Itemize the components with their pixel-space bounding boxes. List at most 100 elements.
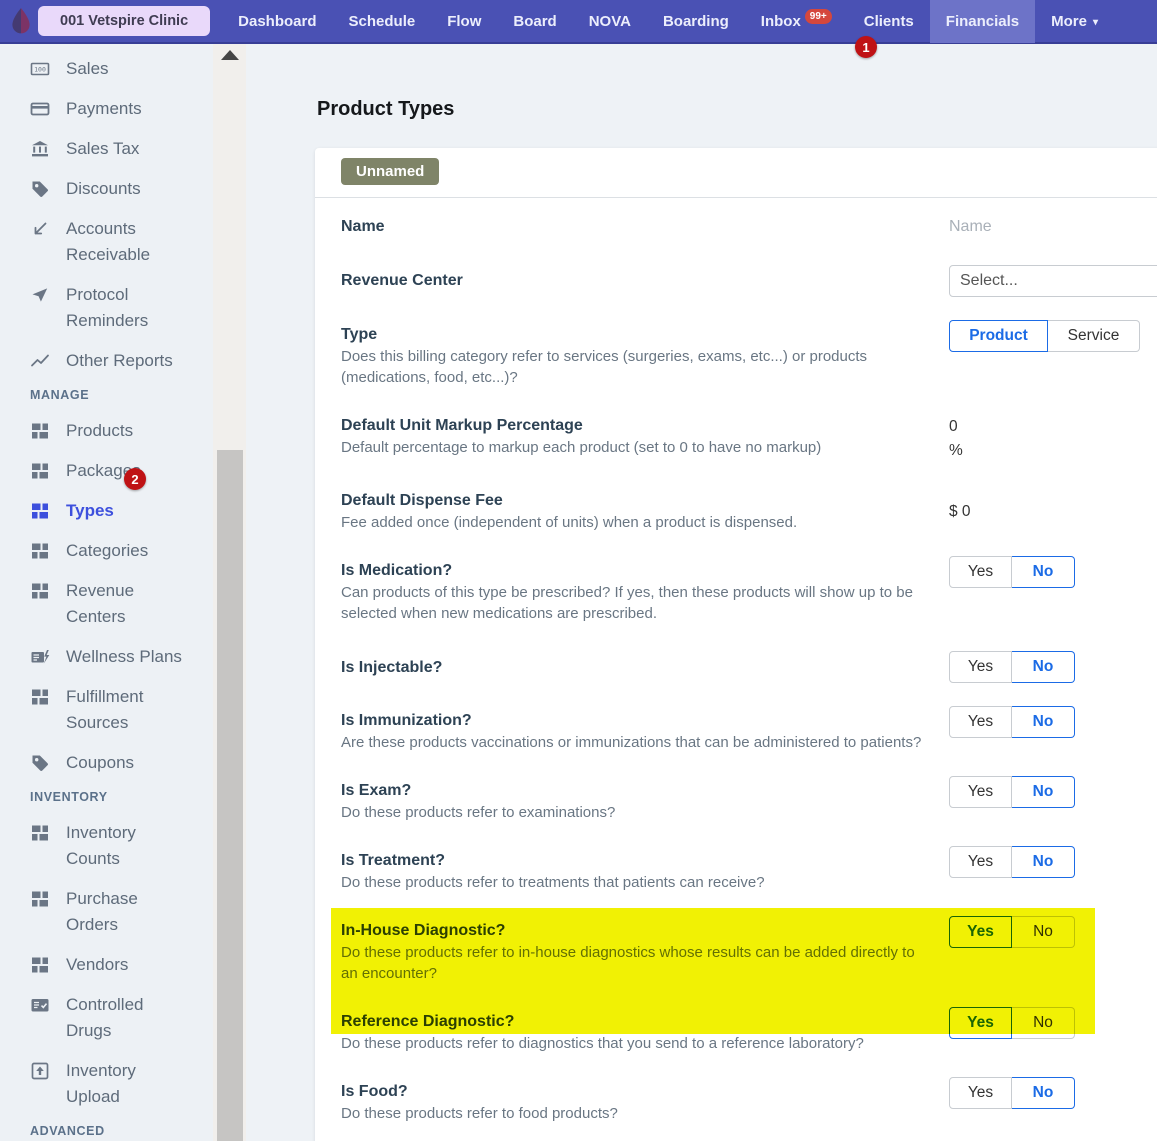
no-button[interactable]: No <box>1012 706 1075 738</box>
is-food-toggle: Yes No <box>949 1077 1157 1109</box>
nav-board[interactable]: Board <box>513 12 557 30</box>
nav-clients[interactable]: Clients <box>863 12 914 30</box>
no-button[interactable]: No <box>1012 556 1075 588</box>
no-button[interactable]: No <box>1012 1007 1075 1039</box>
yes-button[interactable]: Yes <box>949 846 1012 878</box>
sidebar-item-fulfillment-sources[interactable]: Fulfillment Sources <box>30 684 213 736</box>
bank-icon <box>30 139 50 159</box>
yes-button[interactable]: Yes <box>949 1077 1012 1109</box>
no-button[interactable]: No <box>1012 651 1075 683</box>
no-button[interactable]: No <box>1012 846 1075 878</box>
sidebar-item-controlled-drugs[interactable]: Controlled Drugs <box>30 992 213 1044</box>
sidebar-item-types[interactable]: Types <box>30 498 213 524</box>
chevron-down-icon: ▾ <box>1092 16 1099 28</box>
scrollbar-thumb[interactable] <box>217 450 243 1141</box>
nav-flow[interactable]: Flow <box>447 12 482 30</box>
dispense-fee-value[interactable]: $ 0 <box>949 503 971 520</box>
nav-schedule[interactable]: Schedule <box>348 12 416 30</box>
trend-icon <box>30 351 50 371</box>
yes-button[interactable]: Yes <box>949 776 1012 808</box>
yes-button[interactable]: Yes <box>949 651 1012 683</box>
sidebar-item-inventory-counts[interactable]: Inventory Counts <box>30 820 213 872</box>
nav-dashboard[interactable]: Dashboard <box>238 12 317 30</box>
grid-icon <box>30 955 50 975</box>
percent-suffix: % <box>949 442 963 459</box>
sidebar-item-payments[interactable]: Payments <box>30 96 213 122</box>
is-treatment-toggle: Yes No <box>949 846 1157 878</box>
markup-value[interactable]: 0 <box>949 418 958 435</box>
reference-diagnostic-toggle: Yes No <box>949 1007 1157 1039</box>
sidebar-item-coupons[interactable]: Coupons <box>30 750 213 776</box>
sidebar-item-accounts-receivable[interactable]: Accounts Receivable <box>30 216 213 268</box>
nav-nova[interactable]: NOVA <box>588 12 631 30</box>
sidebar-item-inventory-upload[interactable]: Inventory Upload <box>30 1058 213 1110</box>
sidebar-item-sales-tax[interactable]: Sales Tax <box>30 136 213 162</box>
is-injectable-toggle: Yes No <box>949 651 1157 683</box>
in-house-diagnostic-toggle: Yes No <box>949 916 1157 948</box>
grid-icon <box>30 421 50 441</box>
form-row-is-immunization: Is Immunization? Are these products vacc… <box>341 706 1157 753</box>
sidebar-item-protocol-reminders[interactable]: Protocol Reminders <box>30 282 213 334</box>
annotation-step-1: 1 <box>855 36 877 58</box>
send-icon <box>30 285 50 305</box>
service-option-button[interactable]: Service <box>1048 320 1140 352</box>
card-header: Unnamed <box>315 148 1157 198</box>
clinic-selector[interactable]: 001 Vetspire Clinic <box>38 6 211 36</box>
form-row-is-food: Is Food? Do these products refer to food… <box>341 1077 1157 1124</box>
yes-button[interactable]: Yes <box>949 916 1012 948</box>
sidebar-item-categories[interactable]: Categories <box>30 538 213 564</box>
nav-financials[interactable]: Financials <box>929 0 1036 43</box>
sidebar-item-wellness-plans[interactable]: Wellness Plans <box>30 644 213 670</box>
form-row-reference-diagnostic: Reference Diagnostic? Do these products … <box>341 1007 1157 1054</box>
grid-icon <box>30 501 50 521</box>
nav-more[interactable]: More ▾ <box>1051 12 1099 30</box>
sidebar-item-products[interactable]: Products <box>30 418 213 444</box>
sidebar-item-sales[interactable]: Sales <box>30 56 213 82</box>
sidebar-item-revenue-centers[interactable]: Revenue Centers <box>30 578 213 630</box>
tag-icon <box>30 753 50 773</box>
wellness-card-icon <box>30 647 50 667</box>
sidebar-item-packages[interactable]: Packages <box>30 458 213 484</box>
yes-button[interactable]: Yes <box>949 1007 1012 1039</box>
grid-icon <box>30 541 50 561</box>
sidebar-section-manage: MANAGE <box>30 388 90 402</box>
form-row-is-exam: Is Exam? Do these products refer to exam… <box>341 776 1157 823</box>
form-row-is-injectable: Is Injectable? Yes No <box>341 651 1157 683</box>
credit-card-icon <box>30 99 50 119</box>
sidebar: Sales Payments Sales Tax Discounts Accou… <box>0 46 213 1141</box>
sidebar-item-vendors[interactable]: Vendors <box>30 952 213 978</box>
unnamed-chip: Unnamed <box>341 158 440 185</box>
name-input[interactable] <box>949 216 1157 238</box>
sidebar-item-discounts[interactable]: Discounts <box>30 176 213 202</box>
no-button[interactable]: No <box>1012 1077 1075 1109</box>
tag-icon <box>30 179 50 199</box>
sidebar-section-inventory: INVENTORY <box>30 790 108 804</box>
nav-boarding[interactable]: Boarding <box>662 12 729 30</box>
scroll-up-arrow-icon[interactable] <box>221 50 239 60</box>
type-segmented-control: Product Service <box>949 320 1157 352</box>
upload-icon <box>30 1061 50 1081</box>
inbox-count-badge: 99+ <box>804 8 832 24</box>
no-button[interactable]: No <box>1012 916 1075 948</box>
yes-button[interactable]: Yes <box>949 706 1012 738</box>
page-title: Product Types <box>317 98 455 120</box>
form-row-is-treatment: Is Treatment? Do these products refer to… <box>341 846 1157 893</box>
yes-button[interactable]: Yes <box>949 556 1012 588</box>
vetspire-logo-icon <box>12 8 30 34</box>
revenue-center-select[interactable]: Select... <box>949 265 1157 297</box>
form-row-in-house-diagnostic: In-House Diagnostic? Do these products r… <box>341 916 1157 984</box>
sidebar-section-advanced: ADVANCED <box>30 1124 105 1138</box>
main-content: Product Types Unnamed Name Revenue Cente… <box>246 46 1157 1141</box>
is-immunization-toggle: Yes No <box>949 706 1157 738</box>
sidebar-item-other-reports[interactable]: Other Reports <box>30 348 213 374</box>
top-nav: 001 Vetspire Clinic Dashboard Schedule F… <box>0 0 1157 44</box>
product-type-card: Unnamed Name Revenue Center Select... T <box>315 148 1157 1141</box>
sidebar-item-purchase-orders[interactable]: Purchase Orders <box>30 886 213 938</box>
sidebar-scrollbar[interactable] <box>213 44 246 1141</box>
product-option-button[interactable]: Product <box>949 320 1048 352</box>
is-exam-toggle: Yes No <box>949 776 1157 808</box>
grid-icon <box>30 581 50 601</box>
nav-inbox[interactable]: Inbox 99+ <box>745 0 848 43</box>
form-row-revenue-center: Revenue Center Select... <box>341 265 1157 297</box>
no-button[interactable]: No <box>1012 776 1075 808</box>
